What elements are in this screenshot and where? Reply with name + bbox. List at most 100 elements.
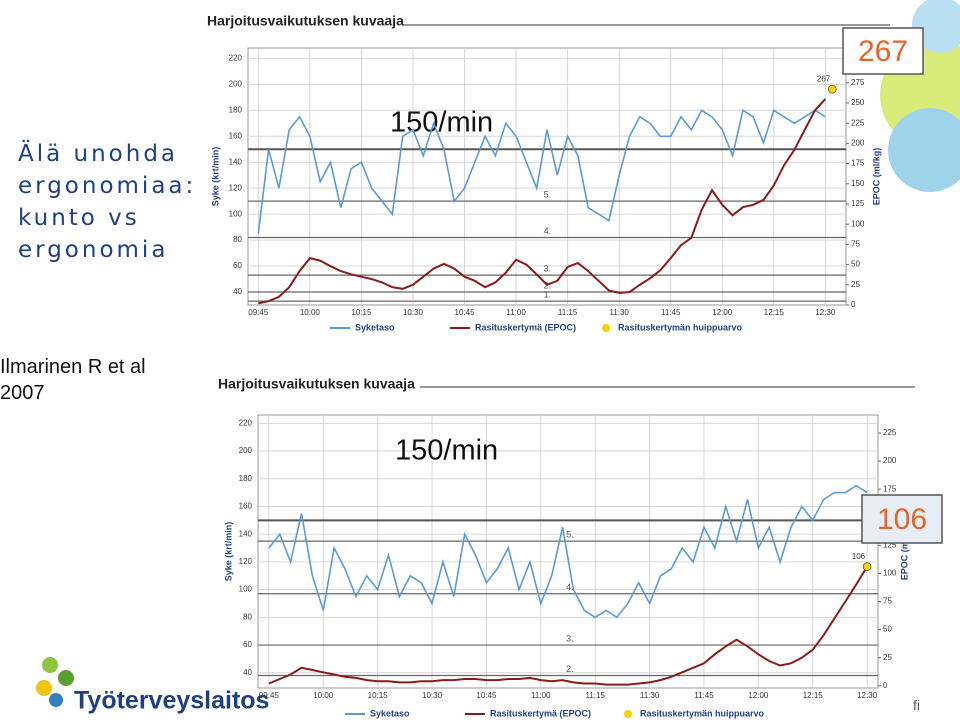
logo: Työterveyslaitos — [36, 657, 269, 715]
logo-dot — [36, 680, 52, 696]
series-line — [268, 484, 868, 619]
plot-area — [257, 414, 879, 689]
x-tick-label: 11:15 — [585, 691, 605, 700]
y-tick-label: 100 — [229, 209, 243, 218]
y2-tick-label: 125 — [851, 199, 865, 208]
y2-tick-label: 100 — [851, 219, 865, 228]
callout-box — [861, 494, 943, 544]
zone-label: 3. — [566, 633, 574, 643]
legend-label: Rasituskertymä (EPOC) — [475, 322, 576, 332]
y-tick-label: 220 — [239, 418, 253, 427]
x-tick-label: 11:30 — [609, 308, 629, 317]
x-tick-label: 10:15 — [368, 691, 389, 700]
y-tick-label: 120 — [229, 183, 243, 192]
series-line — [268, 566, 868, 686]
y-axis-label: Syke (krt/min) — [210, 147, 220, 207]
x-tick-label: 09:45 — [248, 308, 269, 317]
x-tick-label: 10:45 — [455, 308, 476, 317]
legend-label: Syketaso — [370, 708, 410, 718]
logo-text: Työterveyslaitos — [74, 687, 269, 715]
x-tick-label: 12:15 — [803, 691, 824, 700]
legend-label: Rasituskertymän huippuarvo — [618, 322, 743, 332]
plot-area — [247, 47, 847, 306]
y2-tick-label: 225 — [883, 428, 897, 437]
slide-title: Älä unohda ergonomiaa: kunto vs ergonomi… — [18, 141, 197, 263]
y-tick-label: 120 — [239, 557, 253, 566]
x-tick-label: 10:00 — [313, 691, 334, 700]
series-line — [257, 109, 826, 234]
peak-label: 106 — [852, 552, 866, 561]
legend-label: Syketaso — [355, 322, 395, 332]
citation: Ilmarinen R et al 2007 — [0, 356, 146, 404]
x-tick-label: 11:15 — [558, 308, 578, 317]
zone-label: 3. — [544, 264, 552, 274]
y-tick-label: 60 — [233, 261, 242, 270]
y2-tick-label: 25 — [851, 280, 860, 289]
zone-label: 4. — [566, 582, 574, 592]
legend-swatch — [624, 710, 632, 718]
x-tick-label: 11:30 — [640, 691, 660, 700]
zone-label: 5. — [566, 529, 574, 539]
peak-marker — [862, 562, 872, 571]
y-tick-label: 200 — [229, 79, 243, 88]
x-tick-label: 12:30 — [815, 308, 836, 317]
y-tick-label: 40 — [233, 287, 242, 296]
y-tick-label: 80 — [233, 235, 242, 244]
y2-axis-label: EPOC (ml/kg) — [871, 148, 881, 206]
x-tick-label: 12:00 — [712, 308, 733, 317]
y2-tick-label: 0 — [883, 681, 888, 690]
x-tick-label: 12:15 — [764, 308, 785, 317]
y2-tick-label: 25 — [883, 653, 892, 662]
y-tick-label: 40 — [243, 668, 252, 677]
y-tick-label: 180 — [229, 105, 243, 114]
x-tick-label: 10:00 — [300, 308, 321, 317]
reference-label: 150/min — [395, 435, 498, 467]
callout-value: 106 — [877, 503, 927, 536]
chart: Harjoitusvaikutuksen kuvaaja 40 60 80 100 120… — [207, 13, 924, 332]
zone-label: 5. — [544, 190, 552, 200]
y-tick-label: 160 — [229, 131, 243, 140]
y-tick-label: 140 — [229, 157, 243, 166]
x-tick-label: 11:00 — [506, 308, 526, 317]
zone-label: 1. — [544, 289, 552, 299]
footer: fi — [913, 697, 920, 713]
y-axis-label: Syke (krt/min) — [223, 522, 233, 582]
chart: Harjoitusvaikutuksen kuvaaja 40 60 80 100 120… — [218, 376, 943, 718]
y2-tick-label: 250 — [851, 98, 865, 107]
x-tick-label: 09:45 — [259, 691, 280, 700]
zone-label: 4. — [544, 226, 552, 236]
y-tick-label: 140 — [239, 529, 253, 538]
y-tick-label: 180 — [239, 474, 253, 483]
y2-tick-label: 125 — [883, 540, 897, 549]
y-tick-label: 220 — [229, 53, 243, 62]
x-tick-label: 12:30 — [857, 691, 878, 700]
y2-tick-label: 0 — [851, 300, 856, 309]
y-tick-label: 160 — [239, 502, 253, 511]
y2-tick-label: 175 — [883, 484, 897, 493]
y2-tick-label: 225 — [851, 118, 865, 127]
y2-tick-label: 100 — [883, 569, 897, 578]
series-line — [258, 98, 827, 305]
y2-tick-label: 200 — [883, 456, 897, 465]
legend-label: Rasituskertymän huippuarvo — [640, 708, 765, 718]
peak-label: 267 — [817, 74, 831, 83]
y2-tick-label: 150 — [851, 179, 865, 188]
y2-tick-label: 75 — [851, 239, 860, 248]
x-tick-label: 12:00 — [748, 691, 769, 700]
x-tick-label: 11:45 — [661, 308, 681, 317]
y2-tick-label: 200 — [851, 138, 865, 147]
y-tick-label: 60 — [243, 640, 252, 649]
decor-circle — [912, 0, 960, 53]
callout-box — [842, 27, 924, 75]
logo-dot — [42, 657, 58, 673]
y2-tick-label: 75 — [883, 597, 892, 606]
y-tick-label: 200 — [239, 446, 253, 455]
y2-tick-label: 50 — [883, 625, 892, 634]
chart-title: Harjoitusvaikutuksen kuvaaja — [218, 376, 415, 392]
x-tick-label: 10:30 — [422, 691, 443, 700]
zone-label: 2. — [566, 664, 574, 674]
y2-tick-label: 275 — [851, 78, 865, 87]
x-tick-label: 10:45 — [476, 691, 497, 700]
